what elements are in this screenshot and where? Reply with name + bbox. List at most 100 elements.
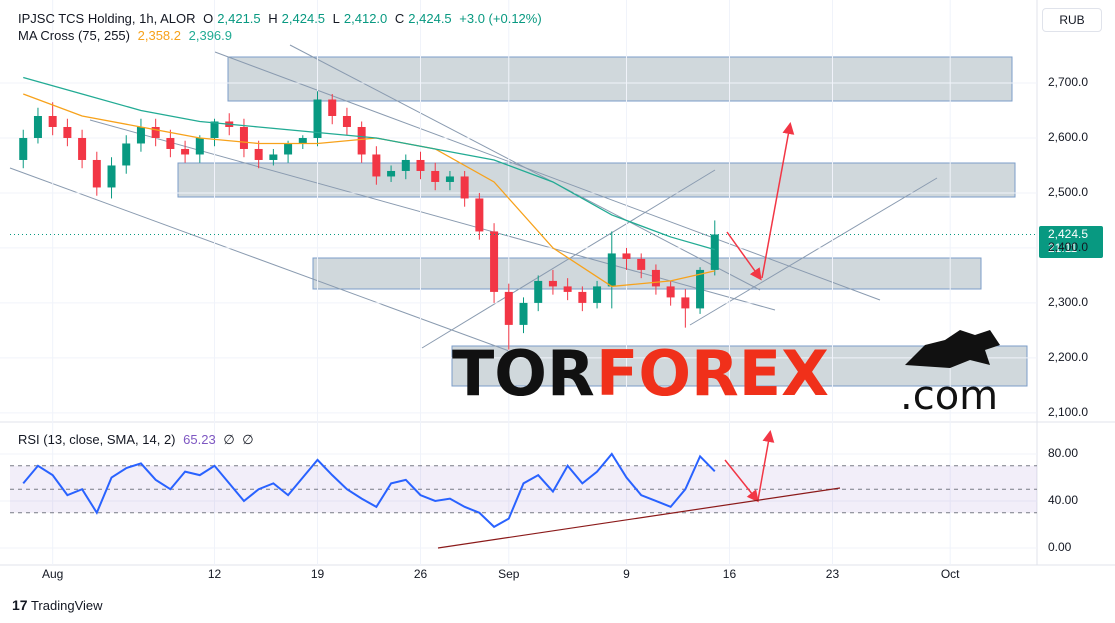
candle-body — [328, 99, 337, 116]
watermark-text: TOR — [452, 337, 595, 410]
moving-average — [23, 76, 715, 251]
candle-body — [239, 126, 248, 149]
candle-body — [166, 137, 175, 149]
zones — [177, 56, 1028, 387]
candle-body — [107, 165, 116, 188]
trendline — [289, 44, 761, 291]
price-tag-text: 2,424.5 — [1048, 227, 1088, 241]
y-tick-label: 2,700.0 — [1048, 75, 1088, 89]
x-tick-label: Aug — [42, 567, 63, 581]
ohlc-value: 2,424.5 — [281, 11, 326, 26]
trendline — [214, 51, 881, 301]
candle-body — [33, 115, 42, 138]
candle-body — [357, 126, 366, 155]
trendline — [9, 167, 521, 356]
brand-text: TradingView — [30, 598, 103, 613]
trendline — [89, 119, 776, 311]
rsi-title: RSI (13, close, SMA, 14, 2) — [18, 432, 176, 447]
ohlc-label: O — [203, 11, 214, 26]
candle-body — [622, 253, 631, 259]
candle-body — [210, 121, 219, 138]
legend-rsi: RSI (13, close, SMA, 14, 2) 65.23 ∅ ∅ — [18, 432, 258, 448]
candle-body — [19, 137, 28, 160]
arrow — [757, 430, 775, 501]
y-tick-label: 0.00 — [1048, 540, 1072, 554]
x-tick-label: Oct — [941, 567, 960, 581]
candle-body — [666, 286, 675, 298]
candle-body — [416, 159, 425, 171]
ohlc-value: 2,421.5 — [217, 11, 261, 26]
candle-body — [607, 253, 616, 287]
candle-body — [710, 234, 719, 270]
candle-body — [593, 286, 602, 303]
candle-body — [284, 143, 293, 155]
ohlc-label: L — [332, 11, 340, 26]
candle-body — [78, 137, 87, 160]
y-tick-label: 40.00 — [1048, 493, 1078, 507]
arrow — [724, 459, 759, 503]
candle-body — [696, 269, 705, 309]
ma-value: 2,396.9 — [188, 28, 232, 43]
zone — [177, 162, 1016, 198]
candle-body — [92, 159, 101, 188]
y-tick-label: 80.00 — [1048, 446, 1078, 460]
y-tick-label: 2,300.0 — [1048, 295, 1088, 309]
ohlc-value: 2,424.5 — [408, 11, 452, 26]
zone — [227, 56, 1013, 102]
candle-body — [151, 126, 160, 138]
candle-body — [578, 291, 587, 303]
brand: 17 TradingView — [12, 597, 103, 613]
bull-icon — [905, 330, 1000, 368]
candle-body — [681, 297, 690, 309]
ma-value: 2,358.2 — [137, 28, 181, 43]
ohlc-label: H — [268, 11, 278, 26]
y-tick-label: 2,400.0 — [1048, 240, 1088, 254]
trendline — [689, 177, 938, 326]
legend-main: IPJSC TCS Holding, 1h, ALOR O 2,421.5 H 2,… — [18, 11, 546, 26]
candle-body — [504, 291, 513, 325]
x-tick-label: 19 — [311, 567, 325, 581]
candle-body — [445, 176, 454, 182]
change: +3.0 (+0.12%) — [459, 11, 542, 26]
countdown: 21:11 — [1048, 241, 1077, 255]
candle-body — [460, 176, 469, 199]
currency-button[interactable]: RUB — [1042, 8, 1102, 32]
ma-title: MA Cross (75, 255) — [18, 28, 130, 43]
candle-body — [548, 280, 557, 287]
candle-body — [269, 154, 278, 160]
rsi-line — [22, 452, 716, 529]
watermark-text: .com — [900, 373, 998, 419]
marks — [0, 0, 1037, 565]
candle-body — [563, 286, 572, 292]
arrow — [726, 231, 762, 281]
candle-body — [387, 170, 396, 177]
candle-body — [637, 258, 646, 270]
x-tick-label: 9 — [623, 567, 630, 581]
candle-body — [372, 154, 381, 177]
x-tick-label: 23 — [826, 567, 840, 581]
candle-body — [63, 126, 72, 138]
candle-body — [651, 269, 660, 287]
x-tick-label: 12 — [208, 567, 222, 581]
candle-body — [136, 126, 145, 144]
legend-ma: MA Cross (75, 255) 2,358.2 2,396.9 — [18, 28, 236, 43]
rsi-trendline — [437, 487, 841, 549]
y-tick-label: 2,100.0 — [1048, 405, 1088, 419]
rsi-na: ∅ — [223, 432, 235, 447]
candle-body — [313, 99, 322, 138]
x-tick-label: 26 — [414, 567, 428, 581]
price-tag — [1039, 226, 1103, 258]
candle-body — [195, 137, 204, 155]
watermark-text: FOREX — [596, 337, 829, 410]
candle-body — [519, 302, 528, 325]
ohlc-value: 2,412.0 — [343, 11, 388, 26]
candle-body — [254, 148, 263, 160]
candle-body — [298, 137, 307, 144]
candle-body — [122, 143, 131, 166]
candle-body — [431, 170, 440, 182]
candle-body — [401, 159, 410, 171]
y-tick-label: 2,500.0 — [1048, 185, 1088, 199]
candle-body — [181, 148, 190, 155]
